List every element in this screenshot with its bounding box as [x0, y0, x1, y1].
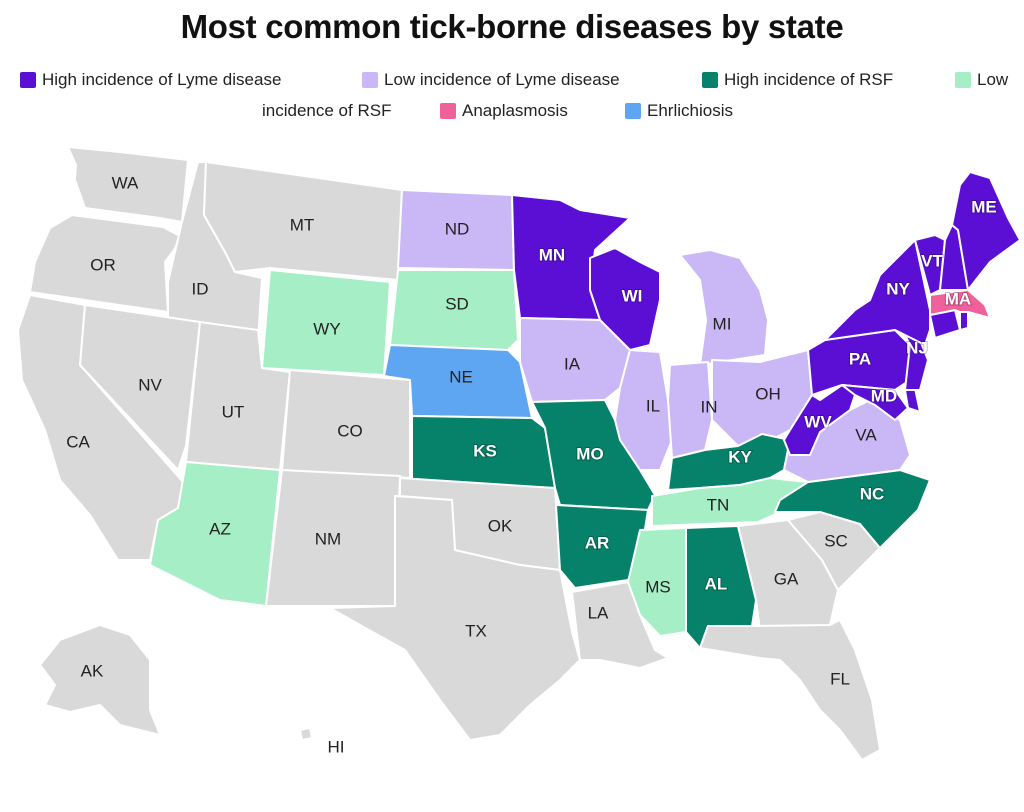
state-label-mt: MT	[290, 215, 315, 234]
map-title: Most common tick-borne diseases by state	[180, 8, 844, 45]
state-tx	[329, 495, 581, 741]
legend-label-high-rsf: High incidence of RSF	[724, 70, 894, 89]
state-label-ca: CA	[66, 432, 90, 451]
legend-swatch-ehrlichiosis	[625, 103, 641, 119]
state-wa	[67, 146, 189, 223]
legend-item-anaplasmosis: Anaplasmosis	[440, 101, 568, 121]
legend-swatch-low-rsf	[955, 72, 971, 88]
state-de	[904, 387, 921, 413]
legend-swatch-high-lyme	[20, 72, 36, 88]
state-label-fl: FL	[830, 669, 850, 688]
legend-label-high-lyme: High incidence of Lyme disease	[42, 70, 282, 89]
state-label-nd: ND	[445, 219, 470, 238]
state-label-il: IL	[646, 396, 660, 415]
legend-item-ehrlichiosis: Ehrlichiosis	[625, 101, 733, 121]
state-label-sc: SC	[824, 531, 848, 550]
state-label-in: IN	[701, 397, 718, 416]
legend-label-anaplasmosis: Anaplasmosis	[462, 101, 568, 120]
state-md	[841, 384, 909, 421]
state-sd	[389, 269, 519, 351]
state-label-co: CO	[337, 421, 363, 440]
state-hi	[299, 727, 313, 741]
state-label-tn: TN	[707, 495, 730, 514]
state-label-ga: GA	[774, 569, 799, 588]
state-label-nv: NV	[138, 375, 162, 394]
state-label-va: VA	[855, 425, 877, 444]
state-nc	[774, 469, 931, 549]
state-label-ar: AR	[585, 533, 610, 552]
state-label-mi: MI	[713, 314, 732, 333]
state-label-ak: AK	[81, 661, 104, 680]
legend-item-low-rsf-continued: incidence of RSF	[262, 101, 391, 121]
state-label-oh: OH	[755, 384, 781, 403]
state-label-al: AL	[705, 574, 728, 593]
state-label-ok: OK	[488, 516, 513, 535]
state-mi	[679, 249, 769, 366]
state-label-ma: MA	[945, 289, 971, 308]
state-or	[29, 214, 181, 313]
state-ri	[959, 311, 969, 331]
state-ma	[929, 289, 991, 319]
state-label-nj: NJ	[906, 338, 928, 357]
state-label-ky: KY	[728, 447, 752, 466]
state-ny	[824, 239, 931, 346]
state-label-wy: WY	[313, 319, 340, 338]
labels-layer: WA OR CA ID NV MT WY UT CO AZ NM ND SD NE KS OK TX MN IA MO…	[66, 173, 998, 756]
state-label-sd: SD	[445, 294, 469, 313]
state-label-or: OR	[90, 255, 116, 274]
state-wv	[783, 384, 856, 456]
state-label-wa: WA	[112, 173, 139, 192]
state-il	[614, 349, 673, 471]
state-fl	[699, 619, 881, 761]
state-label-vt: VT	[921, 251, 943, 270]
state-label-nc: NC	[860, 484, 885, 503]
states-layer	[17, 146, 1021, 761]
legend-item-high-lyme: High incidence of Lyme disease	[20, 70, 281, 90]
state-ak	[39, 624, 161, 736]
state-label-id: ID	[192, 279, 209, 298]
state-label-mn: MN	[539, 245, 565, 264]
legend-item-low-lyme: Low incidence of Lyme disease	[362, 70, 620, 90]
state-label-ny: NY	[886, 279, 910, 298]
state-label-ia: IA	[564, 354, 581, 373]
state-label-ks: KS	[473, 441, 497, 460]
state-label-az: AZ	[209, 519, 231, 538]
state-az	[149, 461, 281, 607]
state-label-la: LA	[588, 603, 609, 622]
legend-item-low-rsf: Low	[955, 70, 1008, 90]
state-label-wv: WV	[804, 412, 832, 431]
state-label-ut: UT	[222, 402, 245, 421]
state-label-pa: PA	[849, 349, 871, 368]
legend-swatch-low-lyme	[362, 72, 378, 88]
state-label-hi: HI	[328, 737, 345, 756]
state-nv	[79, 304, 201, 471]
legend-label-low-lyme: Low incidence of Lyme disease	[384, 70, 620, 89]
state-label-mo: MO	[576, 444, 603, 463]
legend-label-low-rsf: Low	[977, 70, 1009, 89]
state-label-ms: MS	[645, 577, 671, 596]
legend-label-low-rsf-continued: incidence of RSF	[262, 101, 392, 120]
state-me	[951, 171, 1021, 291]
legend-swatch-anaplasmosis	[440, 103, 456, 119]
legend-item-high-rsf: High incidence of RSF	[702, 70, 893, 90]
state-label-tx: TX	[465, 621, 487, 640]
state-label-md: MD	[871, 386, 897, 405]
state-label-ne: NE	[449, 367, 473, 386]
state-label-wi: WI	[622, 286, 643, 305]
legend-swatch-high-rsf	[702, 72, 718, 88]
legend-label-ehrlichiosis: Ehrlichiosis	[647, 101, 733, 120]
state-label-me: ME	[971, 197, 997, 216]
state-label-nm: NM	[315, 529, 341, 548]
state-wi	[589, 247, 661, 351]
